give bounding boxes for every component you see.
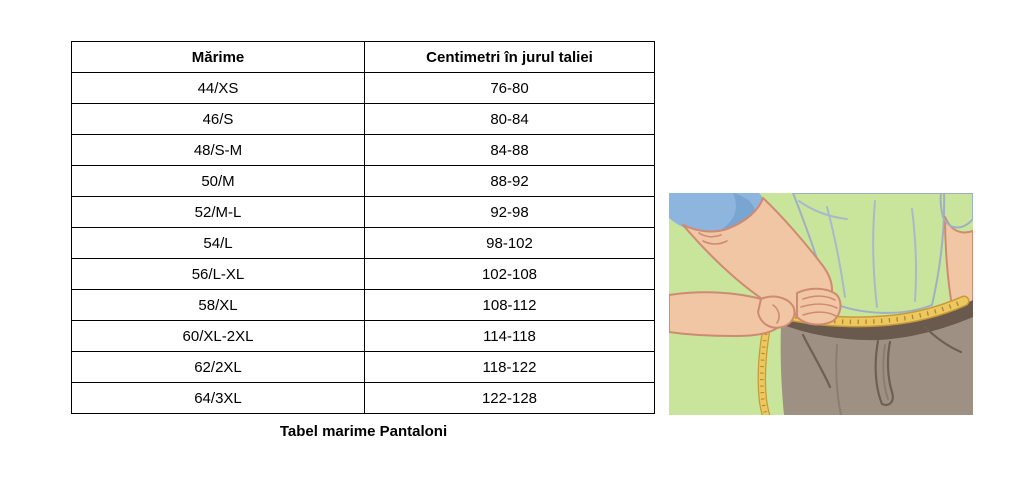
table-row: 46/S 80-84 <box>71 103 655 135</box>
shirt-fold <box>911 208 917 302</box>
size-cell: 50/M <box>71 165 365 197</box>
finger-line <box>800 303 838 309</box>
pants-fly <box>874 339 894 406</box>
cm-cell: 114-118 <box>364 320 655 352</box>
measurer-hand-left <box>757 295 796 329</box>
cm-cell: 118-122 <box>364 351 655 383</box>
belt <box>781 300 973 343</box>
size-cell: 60/XL-2XL <box>71 320 365 352</box>
shirt <box>791 193 946 314</box>
table-row: 56/L-XL 102-108 <box>71 258 655 290</box>
elbow-crease <box>702 240 728 245</box>
table-row: 62/2XL 118-122 <box>71 351 655 383</box>
size-cell: 64/3XL <box>71 382 365 414</box>
table-row: 52/M-L 92-98 <box>71 196 655 228</box>
size-cell: 62/2XL <box>71 351 365 383</box>
table-header-row: Mărime Centimetri în jurul taliei <box>71 41 655 73</box>
cm-cell: 84-88 <box>364 134 655 166</box>
pants-fly-shadow <box>882 344 889 400</box>
table-row: 44/XS 76-80 <box>71 72 655 104</box>
table-row: 58/XL 108-112 <box>71 289 655 321</box>
cm-cell: 76-80 <box>364 72 655 104</box>
size-cell: 54/L <box>71 227 365 259</box>
size-cell: 46/S <box>71 103 365 135</box>
table-row: 54/L 98-102 <box>71 227 655 259</box>
cm-cell: 80-84 <box>364 103 655 135</box>
cm-cell: 98-102 <box>364 227 655 259</box>
cm-cell: 92-98 <box>364 196 655 228</box>
table-caption: Tabel marime Pantaloni <box>279 423 448 440</box>
size-table: Mărime Centimetri în jurul taliei 44/XS … <box>71 41 655 414</box>
finger-line <box>802 295 836 301</box>
size-cell: 52/M-L <box>71 196 365 228</box>
column-header-size: Mărime <box>71 41 365 73</box>
table-row: 60/XL-2XL 114-118 <box>71 320 655 352</box>
finger-line <box>802 311 837 317</box>
size-cell: 56/L-XL <box>71 258 365 290</box>
pants-pocket-left <box>801 333 832 389</box>
elbow-crease <box>698 232 722 238</box>
table-row: 48/S-M 84-88 <box>71 134 655 166</box>
tape-end <box>758 318 771 415</box>
cm-cell: 122-128 <box>364 382 655 414</box>
pants <box>780 317 973 415</box>
size-cell: 44/XS <box>71 72 365 104</box>
waist-measurement-illustration <box>669 193 973 415</box>
cm-cell: 108-112 <box>364 289 655 321</box>
subject-sleeve <box>939 193 973 229</box>
shirt-fold <box>798 200 848 220</box>
size-cell: 48/S-M <box>71 134 365 166</box>
pants-crease <box>835 344 842 415</box>
cm-cell: 88-92 <box>364 165 655 197</box>
table-row: 64/3XL 122-128 <box>71 382 655 414</box>
table-row: 50/M 88-92 <box>71 165 655 197</box>
shirt-fold <box>872 200 878 308</box>
pants-pocket-right <box>923 325 963 354</box>
thumb-crease <box>772 304 780 324</box>
column-header-cm: Centimetri în jurul taliei <box>364 41 655 73</box>
size-cell: 58/XL <box>71 289 365 321</box>
cm-cell: 102-108 <box>364 258 655 290</box>
